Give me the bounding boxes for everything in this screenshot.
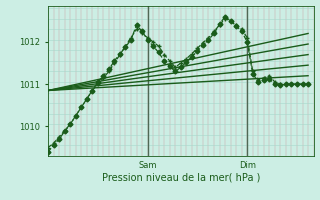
X-axis label: Pression niveau de la mer( hPa ): Pression niveau de la mer( hPa ) <box>102 173 260 183</box>
